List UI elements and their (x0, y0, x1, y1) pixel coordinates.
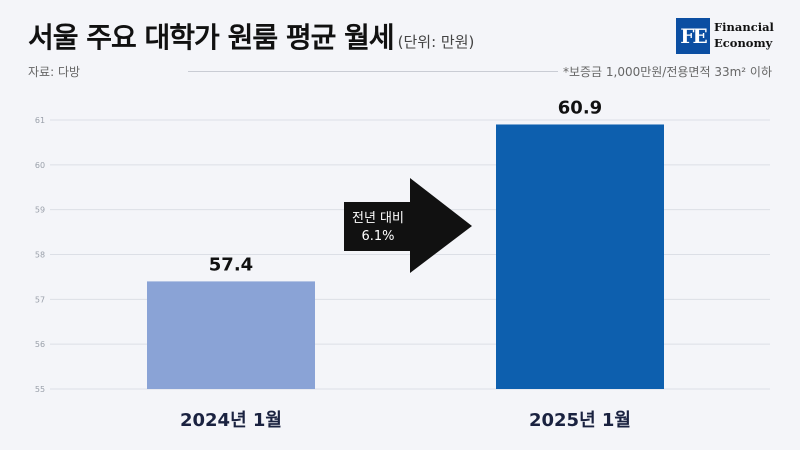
category-label: 2025년 1월 (529, 410, 631, 431)
source-label: 자료: 다방 (28, 65, 81, 79)
y-tick-label: 61 (35, 116, 45, 125)
data-label: 57.4 (209, 254, 253, 275)
change-arrow (344, 178, 472, 273)
y-tick-label: 60 (35, 161, 45, 170)
logo-line-2: Economy (714, 36, 773, 50)
logo-wordmark: Financial Economy (714, 19, 774, 51)
change-label-line-2: 6.1% (361, 229, 394, 244)
unit-label: (단위: 만원) (397, 33, 475, 51)
chart-title-text: 서울 주요 대학가 원룸 평균 월세 (28, 21, 395, 54)
change-label-line-1: 전년 대비 (352, 211, 404, 226)
y-tick-label: 56 (35, 340, 45, 349)
bar-2 (496, 124, 664, 389)
data-label: 60.9 (558, 97, 602, 118)
y-tick-label: 58 (35, 251, 45, 260)
footnote-label: *보증금 1,000만원/전용면적 33m² 이하 (562, 65, 772, 79)
chart-title: 서울 주요 대학가 원룸 평균 월세 (단위: 만원) (28, 16, 474, 56)
y-tick-label: 55 (35, 385, 45, 394)
bar-1 (147, 281, 315, 389)
logo-line-1: Financial (714, 20, 774, 34)
y-tick-label: 57 (35, 295, 45, 304)
logo-mark: FE (676, 18, 710, 54)
title-divider (188, 71, 558, 72)
financial-economy-logo: FE Financial Economy (676, 18, 776, 54)
category-label: 2024년 1월 (180, 410, 282, 431)
y-tick-label: 59 (35, 206, 45, 215)
